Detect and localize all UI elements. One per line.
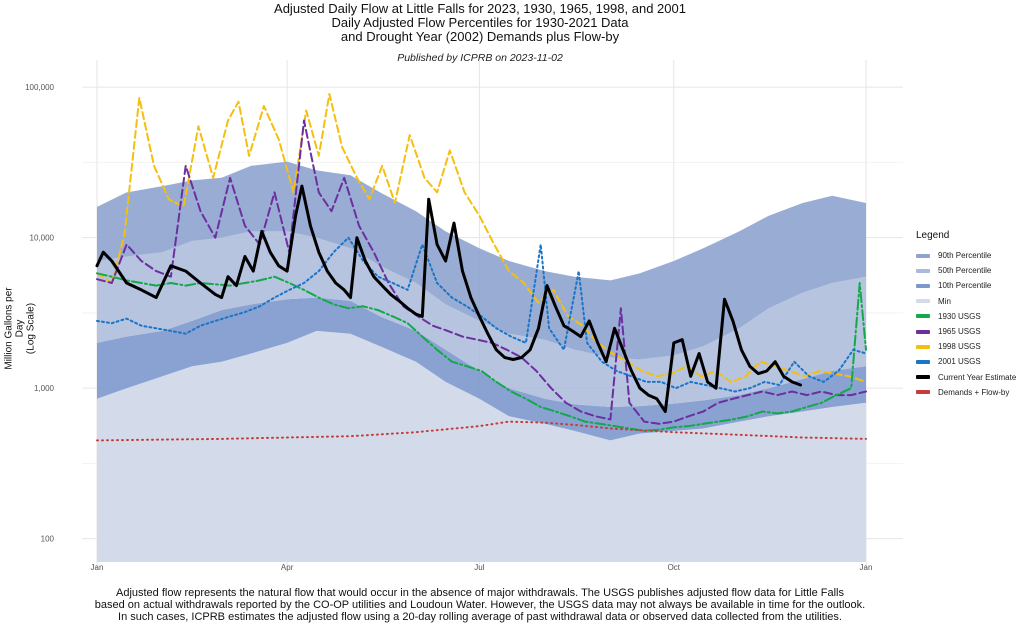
- legend-label: 2001 USGS: [938, 357, 981, 367]
- legend-item: 90th Percentile: [916, 248, 1016, 263]
- legend-label: 1930 USGS: [938, 311, 981, 321]
- caption-line-2: based on actual withdrawals reported by …: [94, 599, 866, 611]
- y-tick-label: 100,000: [25, 83, 54, 92]
- series-line-y1998: [96, 93, 867, 383]
- legend-label: 90th Percentile: [938, 251, 992, 261]
- legend-key-swatch: [916, 359, 930, 364]
- legend-item: Current Year Estimate: [916, 370, 1016, 385]
- series-line-y1965: [96, 119, 867, 425]
- x-tick-label: Jan: [91, 563, 104, 572]
- legend-item: 50th Percentile: [916, 263, 1016, 278]
- legend-label: Current Year Estimate: [938, 372, 1017, 382]
- legend-item: Min: [916, 294, 1016, 309]
- legend-item: 10th Percentile: [916, 278, 1016, 293]
- legend-items: 90th Percentile 50th Percentile 10th Perce…: [916, 248, 1016, 400]
- y-tick-label: 10,000: [30, 234, 55, 243]
- chart-header: Adjusted Daily Flow at Little Falls for …: [180, 1, 780, 65]
- caption: Adjusted flow represents the natural flo…: [80, 587, 880, 623]
- legend-label: 1965 USGS: [938, 327, 981, 337]
- chart-title-line-2: Daily Adjusted Flow Percentiles for 1930…: [331, 15, 629, 30]
- band-50th-percentile: [97, 231, 866, 407]
- legend-item: 1930 USGS: [916, 309, 1016, 324]
- legend-key-swatch: [916, 299, 930, 304]
- x-tick-label: Oct: [668, 563, 681, 572]
- y-tick-label: 1,000: [34, 384, 55, 393]
- legend-label: 1998 USGS: [938, 342, 981, 352]
- series-line-y1930: [96, 272, 867, 432]
- band-90th-percentile: [97, 161, 866, 360]
- legend-key-swatch: [916, 268, 930, 273]
- x-tick-label: Apr: [281, 563, 294, 572]
- legend-label: Demands + Flow-by: [938, 387, 1010, 397]
- legend-label: Min: [938, 296, 951, 306]
- band-min: [97, 330, 866, 562]
- legend-item: 2001 USGS: [916, 354, 1016, 369]
- legend-item: 1965 USGS: [916, 324, 1016, 339]
- legend-key-swatch: [916, 314, 930, 319]
- x-tick-label: Jan: [860, 563, 873, 572]
- legend-label: 50th Percentile: [938, 266, 992, 276]
- series-line-y2001: [96, 236, 867, 393]
- caption-line-1: Adjusted flow represents the natural flo…: [115, 587, 844, 599]
- chart-title-line-1: Adjusted Daily Flow at Little Falls for …: [274, 1, 686, 16]
- legend-title: Legend: [916, 230, 950, 241]
- y-tick-label: 100: [41, 535, 55, 544]
- legend-key-swatch: [916, 329, 930, 334]
- legend-key-swatch: [916, 253, 930, 258]
- series-line-demand: [96, 420, 867, 442]
- x-tick-label: Jul: [474, 563, 484, 572]
- legend-key-swatch: [916, 283, 930, 288]
- legend-label: 10th Percentile: [938, 281, 992, 291]
- legend-key-swatch: [916, 375, 930, 380]
- band-10th-percentile: [97, 297, 866, 441]
- caption-line-3: In such cases, ICPRB estimates the adjus…: [118, 611, 842, 623]
- legend: Legend 90th Percentile 50th Percentile 10t…: [916, 230, 1016, 400]
- series-line-current: [95, 184, 802, 413]
- chart-title-line-3: and Drought Year (2002) Demands plus Flo…: [340, 29, 620, 44]
- chart-subtitle: Published by ICPRB on 2023-11-02: [397, 52, 563, 64]
- legend-key-swatch: [916, 390, 930, 395]
- legend-item: 1998 USGS: [916, 339, 1016, 354]
- legend-key-swatch: [916, 344, 930, 349]
- legend-item: Demands + Flow-by: [916, 385, 1016, 400]
